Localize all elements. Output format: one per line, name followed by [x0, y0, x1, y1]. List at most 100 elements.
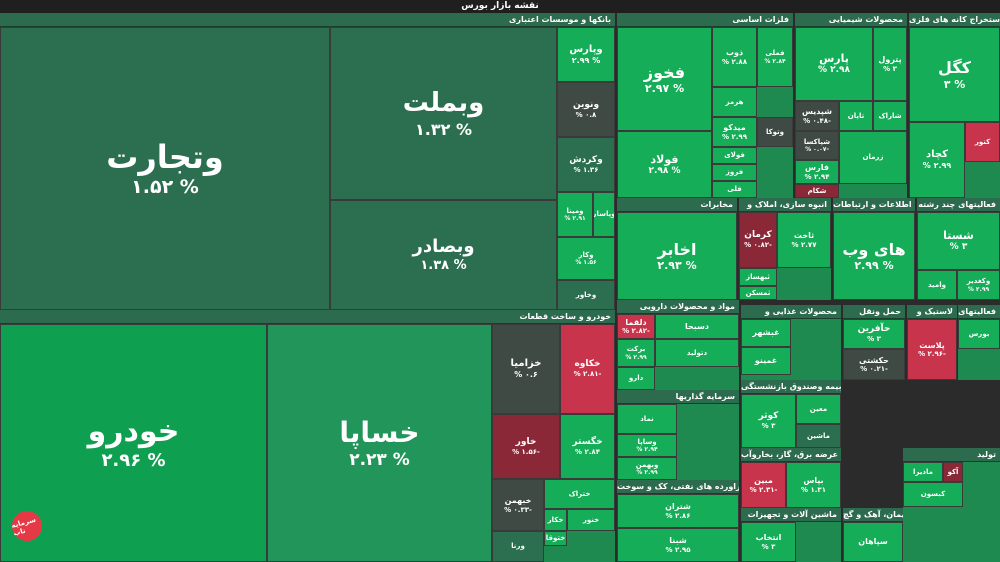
stock-tile[interactable]: معین — [796, 394, 841, 424]
stock-tile[interactable]: ثاخت ۲.۷۷ % — [777, 212, 831, 268]
stock-tile[interactable]: میدکو ۲.۹۹ % — [712, 117, 757, 147]
stock-tile[interactable]: فولای — [712, 147, 757, 164]
stock-tile[interactable]: وکغدیر ۲.۹۹ % — [957, 270, 1000, 300]
stock-tile[interactable]: بورس — [958, 319, 1000, 349]
stock-tile[interactable]: های وب% ۲.۹۹ — [833, 212, 915, 300]
sector-title[interactable]: محصولات غذایی و — [741, 305, 841, 319]
stock-tile[interactable]: شاراک — [873, 101, 907, 131]
stock-tile[interactable]: فولاد% ۲.۹۸ — [617, 131, 712, 198]
stock-tile[interactable]: شپدیس -۰.۴۸ % — [795, 101, 839, 131]
stock-tile[interactable]: خکار — [544, 509, 567, 531]
stock-tile[interactable]: شستا ۳ % — [917, 212, 1000, 270]
stock-tile[interactable]: وامید — [917, 270, 957, 300]
stock-tile[interactable]: حآفرین ۳ % — [843, 319, 905, 349]
stock-tile[interactable]: شکام — [795, 184, 839, 198]
stock-tile[interactable]: وتجارت% ۱.۵۲ — [0, 27, 330, 310]
sector-title[interactable]: بانکها و موسسات اعتباری — [0, 13, 615, 27]
stock-tile[interactable]: فخوز% ۲.۹۷ — [617, 27, 712, 131]
stock-tile[interactable]: کگل% ۳ — [909, 27, 1000, 122]
stock-tile[interactable]: کبسون — [903, 482, 963, 507]
stock-tile[interactable]: وپاسار — [593, 192, 615, 237]
stock-tile[interactable]: دارو — [617, 367, 655, 390]
sector-title[interactable]: فعالیتهای چند رشته — [917, 198, 1000, 212]
stock-tile[interactable]: شبنا ۲.۹۵ % — [617, 528, 739, 562]
stock-tile[interactable]: وبهمن ۲.۹۹ % — [617, 457, 677, 480]
stock-tile[interactable]: پلاست -۲.۹۶ % — [907, 319, 957, 380]
stock-tile[interactable]: وخاور — [557, 280, 615, 310]
sector-title[interactable]: اطلاعات و ارتباطات — [833, 198, 915, 212]
stock-tile[interactable]: ورنا — [492, 531, 544, 562]
sector-title[interactable]: استخراج کانه های فلزی — [909, 13, 1000, 27]
sector-title[interactable]: مواد و محصولات دارویی — [617, 300, 739, 314]
stock-tile[interactable]: فملی ۲.۸۴ % — [757, 27, 793, 87]
stock-tile[interactable]: شتران ۲.۸۶ % — [617, 494, 739, 528]
stock-tile[interactable]: پارس ۲.۹۸ % — [795, 27, 873, 101]
stock-tile[interactable]: دسبحا — [655, 314, 739, 339]
stock-tile[interactable]: هرمز — [712, 87, 757, 117]
stock-tile[interactable]: وساپا ۲.۹۴ % — [617, 434, 677, 457]
stock-tile[interactable]: انتخاب ۳ % — [741, 522, 796, 562]
stock-tile[interactable]: خودرو% ۲.۹۶ — [0, 324, 267, 562]
stock-tile[interactable]: سپاهان — [843, 522, 903, 562]
stock-tile[interactable]: خساپا% ۲.۲۳ — [267, 324, 492, 562]
sector-title[interactable]: فلزات اساسی — [617, 13, 793, 27]
sector-title[interactable]: خودرو و ساخت قطعات — [0, 310, 615, 324]
stock-tile[interactable]: ختوقا — [544, 531, 567, 546]
stock-tile[interactable]: وبصادر% ۱.۳۸ — [330, 200, 557, 310]
stock-tile[interactable]: مبین -۲.۳۱ % — [741, 462, 786, 508]
stock-tile[interactable]: تاپان — [839, 101, 873, 131]
stock-tile[interactable]: ونوین ۰.۸ % — [557, 82, 615, 137]
stock-tile[interactable]: برکت ۲.۹۹ % — [617, 339, 655, 367]
stock-tile[interactable]: ثمسکن — [739, 286, 777, 300]
sector-title[interactable]: فعالیتهای — [958, 305, 1000, 319]
sector-title[interactable]: حمل ونقل — [843, 305, 905, 319]
stock-tile[interactable]: اخابر% ۲.۹۳ — [617, 212, 737, 300]
stock-tile[interactable]: غمینو — [741, 347, 791, 375]
stock-tile[interactable]: کرمان -۰.۸۲ % — [739, 212, 777, 268]
stock-tile[interactable]: زرمان — [839, 131, 907, 184]
stock-tile[interactable]: دلقما -۲.۸۲ % — [617, 314, 655, 339]
stock-tile[interactable]: بپاس ۱.۳۱ % — [786, 462, 841, 508]
stock-tile[interactable]: خزامیا ۰.۶ % — [492, 324, 560, 414]
stock-tile[interactable]: کوثر ۳ % — [741, 394, 796, 448]
stock-tile[interactable]: خکاوه -۲.۸۱ % — [560, 324, 615, 414]
sector-title[interactable]: سیمان، آهک و گچ — [843, 508, 903, 522]
sector-title[interactable]: تولید — [903, 448, 1000, 462]
stock-tile[interactable]: وپارس% ۲.۹۹ — [557, 27, 615, 82]
stock-tile[interactable]: ومینا ۲.۹۱ % — [557, 192, 593, 237]
stock-tile[interactable]: ماشین — [796, 424, 841, 448]
sector-title[interactable]: انبوه سازی، املاک و — [739, 198, 831, 212]
sector-title[interactable]: فراورده های نفتی، کک و سوخت — [617, 480, 739, 494]
sector-title[interactable]: بیمه وصندوق بازنشستگی — [741, 380, 841, 394]
stock-tile[interactable]: غبشهر — [741, 319, 791, 347]
stock-tile[interactable]: دتولید — [655, 339, 739, 367]
stock-tile[interactable]: نماد — [617, 404, 677, 434]
stock-tile[interactable]: مادیرا — [903, 462, 943, 482]
stock-tile[interactable]: خگستر ۲.۸۴ % — [560, 414, 615, 479]
sector-title[interactable]: سرمایه گذاریها — [617, 390, 739, 404]
stock-tile[interactable]: ختراک — [544, 479, 615, 509]
stock-tile[interactable]: پترول ۳ % — [873, 27, 907, 101]
stock-tile[interactable]: ذوب ۲.۸۸ % — [712, 27, 757, 87]
stock-tile[interactable]: فروز — [712, 164, 757, 181]
stock-tile[interactable]: خبهمن -۰.۳۳ % — [492, 479, 544, 531]
stock-tile[interactable]: وتوکا — [757, 117, 793, 147]
sector-title[interactable]: ماشین آلات و تجهیزات — [741, 508, 841, 522]
stock-tile[interactable]: ثبهساز — [739, 268, 777, 286]
stock-tile[interactable]: کچاد ۲.۹۹ % — [909, 122, 965, 198]
stock-tile[interactable]: خاور -۱.۵۶ % — [492, 414, 560, 479]
stock-tile[interactable]: خنور — [567, 509, 615, 531]
stock-tile[interactable]: فارس ۲.۹۴ % — [795, 160, 839, 184]
stock-tile[interactable]: کنور — [965, 122, 1000, 162]
stock-tile[interactable]: حکشتی -۰.۲۱ % — [843, 349, 905, 380]
stock-tile[interactable]: آکو — [943, 462, 963, 482]
sector-title[interactable]: لاستیک و — [907, 305, 957, 319]
stock-tile[interactable]: شپاکسا -۰.۰۷ % — [795, 131, 839, 160]
sector-title[interactable]: عرضه برق، گاز، بخاروآب — [741, 448, 841, 462]
sector-title[interactable]: مخابرات — [617, 198, 737, 212]
stock-tile[interactable]: وکار ۱.۵۶ % — [557, 237, 615, 280]
stock-tile[interactable]: وبملت% ۱.۳۲ — [330, 27, 557, 200]
sector-title[interactable]: محصولات شیمیایی — [795, 13, 907, 27]
stock-tile[interactable]: فلی — [712, 181, 757, 198]
stock-tile[interactable]: وکردش ۱.۳۶ % — [557, 137, 615, 192]
